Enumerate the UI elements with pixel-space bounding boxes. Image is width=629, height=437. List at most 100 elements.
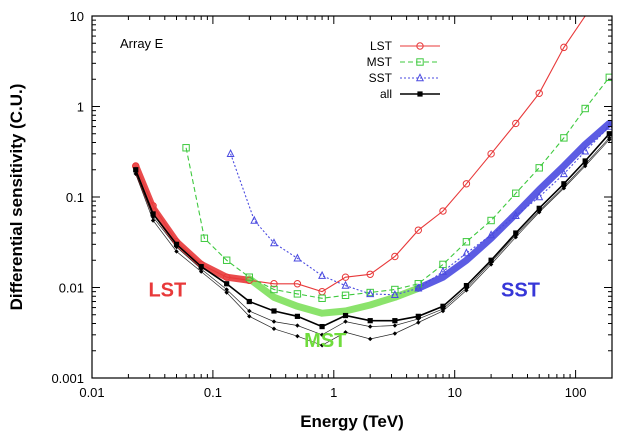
series-sst-point	[581, 146, 590, 155]
series-sst-point	[341, 280, 350, 289]
thin-curve-point	[247, 308, 252, 314]
series-mst-point	[512, 189, 520, 197]
y-tick-label: 1	[77, 100, 84, 115]
legend-label: all	[380, 87, 392, 101]
x-tick-label: 100	[565, 385, 587, 400]
series-sst-point	[605, 121, 612, 130]
y-tick-label: 0.1	[66, 190, 84, 205]
band-sst	[414, 119, 612, 292]
legend-marker	[417, 91, 423, 97]
thin-curve-point	[319, 332, 325, 338]
thin-curve-point	[271, 326, 277, 331]
series-lst-line	[135, 16, 586, 293]
series-all-point	[271, 308, 277, 314]
thin-curve-point	[416, 320, 421, 325]
series-lst-point	[535, 89, 543, 97]
thin-curve-point	[367, 324, 373, 329]
series-sst-point	[226, 149, 235, 158]
series-mst-point	[414, 280, 423, 288]
thin-curve-point	[561, 186, 567, 191]
legend-entry-all: all	[380, 87, 440, 101]
series-all-point	[319, 323, 325, 330]
series-sst-point	[438, 266, 447, 275]
thin-curve-point	[464, 288, 469, 293]
series-lst-point	[270, 280, 278, 288]
series-all-point	[367, 318, 373, 324]
legend-entry-lst: LST	[370, 39, 440, 53]
legend-marker	[416, 58, 424, 66]
series-all-point	[392, 318, 398, 324]
series-all-point	[582, 158, 588, 164]
thin-curve-point	[488, 262, 494, 267]
series-lst-point	[439, 207, 447, 215]
series-sst-point	[390, 290, 399, 299]
region-label-sst: SST	[501, 279, 540, 301]
series-sst-point	[269, 238, 278, 247]
legend-marker	[416, 42, 424, 50]
series-lst-point	[487, 150, 495, 158]
legend-marker	[415, 73, 425, 82]
series-mst-point	[182, 144, 190, 152]
thin-curve-point	[224, 290, 229, 295]
thin-curve-point	[343, 319, 348, 324]
series-all-point	[342, 312, 349, 319]
series-sst-point	[250, 215, 259, 224]
x-tick-label: 0.01	[79, 385, 104, 400]
series-all-point	[561, 181, 567, 187]
series-all-point	[173, 241, 180, 247]
thin-curve-point	[367, 336, 373, 342]
series-lst-point	[341, 273, 350, 281]
region-labels: LST MST SST	[148, 279, 539, 352]
band-lst	[132, 162, 253, 284]
series-all-point	[133, 167, 139, 173]
series-all-point	[198, 264, 204, 270]
series-mst-point	[245, 273, 253, 281]
series-lst-point	[222, 273, 231, 281]
thin-curve-point	[295, 323, 300, 328]
series-lst-point	[391, 252, 399, 261]
series-all-point	[463, 282, 470, 289]
series-mst-point	[318, 294, 326, 302]
thin-curve-point	[150, 218, 156, 223]
series-mst-point	[293, 290, 302, 298]
series-sst-point	[293, 253, 302, 262]
legend-label: SST	[369, 71, 393, 85]
legend-entry-sst: SST	[369, 71, 440, 85]
series-sst-point	[366, 289, 375, 298]
y-tick-label: 0.001	[51, 371, 84, 386]
series-all-point	[536, 205, 542, 211]
series-all-point	[440, 303, 446, 309]
series-all-point	[415, 313, 421, 319]
thin-curve-point	[582, 163, 588, 169]
series-lst-point	[293, 280, 302, 288]
series-mst-point	[391, 285, 399, 294]
series-lst-point	[462, 180, 471, 188]
x-tick-label: 10	[447, 385, 461, 400]
series-lst-point	[512, 119, 520, 128]
series-lst-point	[560, 43, 568, 52]
thin-curve-point	[392, 331, 398, 336]
legend: LST MST SST all	[367, 39, 440, 101]
series-mst-point	[487, 216, 495, 225]
thin-curve-point	[295, 333, 300, 339]
series-lst-point	[414, 226, 423, 234]
series-mst-point	[341, 291, 350, 299]
legend-label: LST	[370, 39, 393, 53]
y-tick-label: 0.01	[59, 281, 84, 296]
thin-curve-point	[513, 234, 518, 240]
array-annotation: Array E	[120, 36, 164, 51]
series-all-point	[150, 211, 156, 217]
series-sst-point	[559, 169, 568, 178]
thin-curve-point	[440, 308, 446, 314]
series-mst-point	[581, 104, 589, 113]
series-sst-point	[462, 248, 471, 257]
thin-curve-point	[392, 323, 398, 328]
series-mst-point	[222, 256, 231, 264]
series-mst-point	[605, 73, 612, 82]
series-mst-point	[535, 164, 543, 172]
thin-curve-point	[607, 137, 612, 142]
series-sst-point	[487, 230, 496, 239]
y-tick-label: 10	[70, 9, 84, 24]
series-lst-point	[366, 270, 374, 278]
